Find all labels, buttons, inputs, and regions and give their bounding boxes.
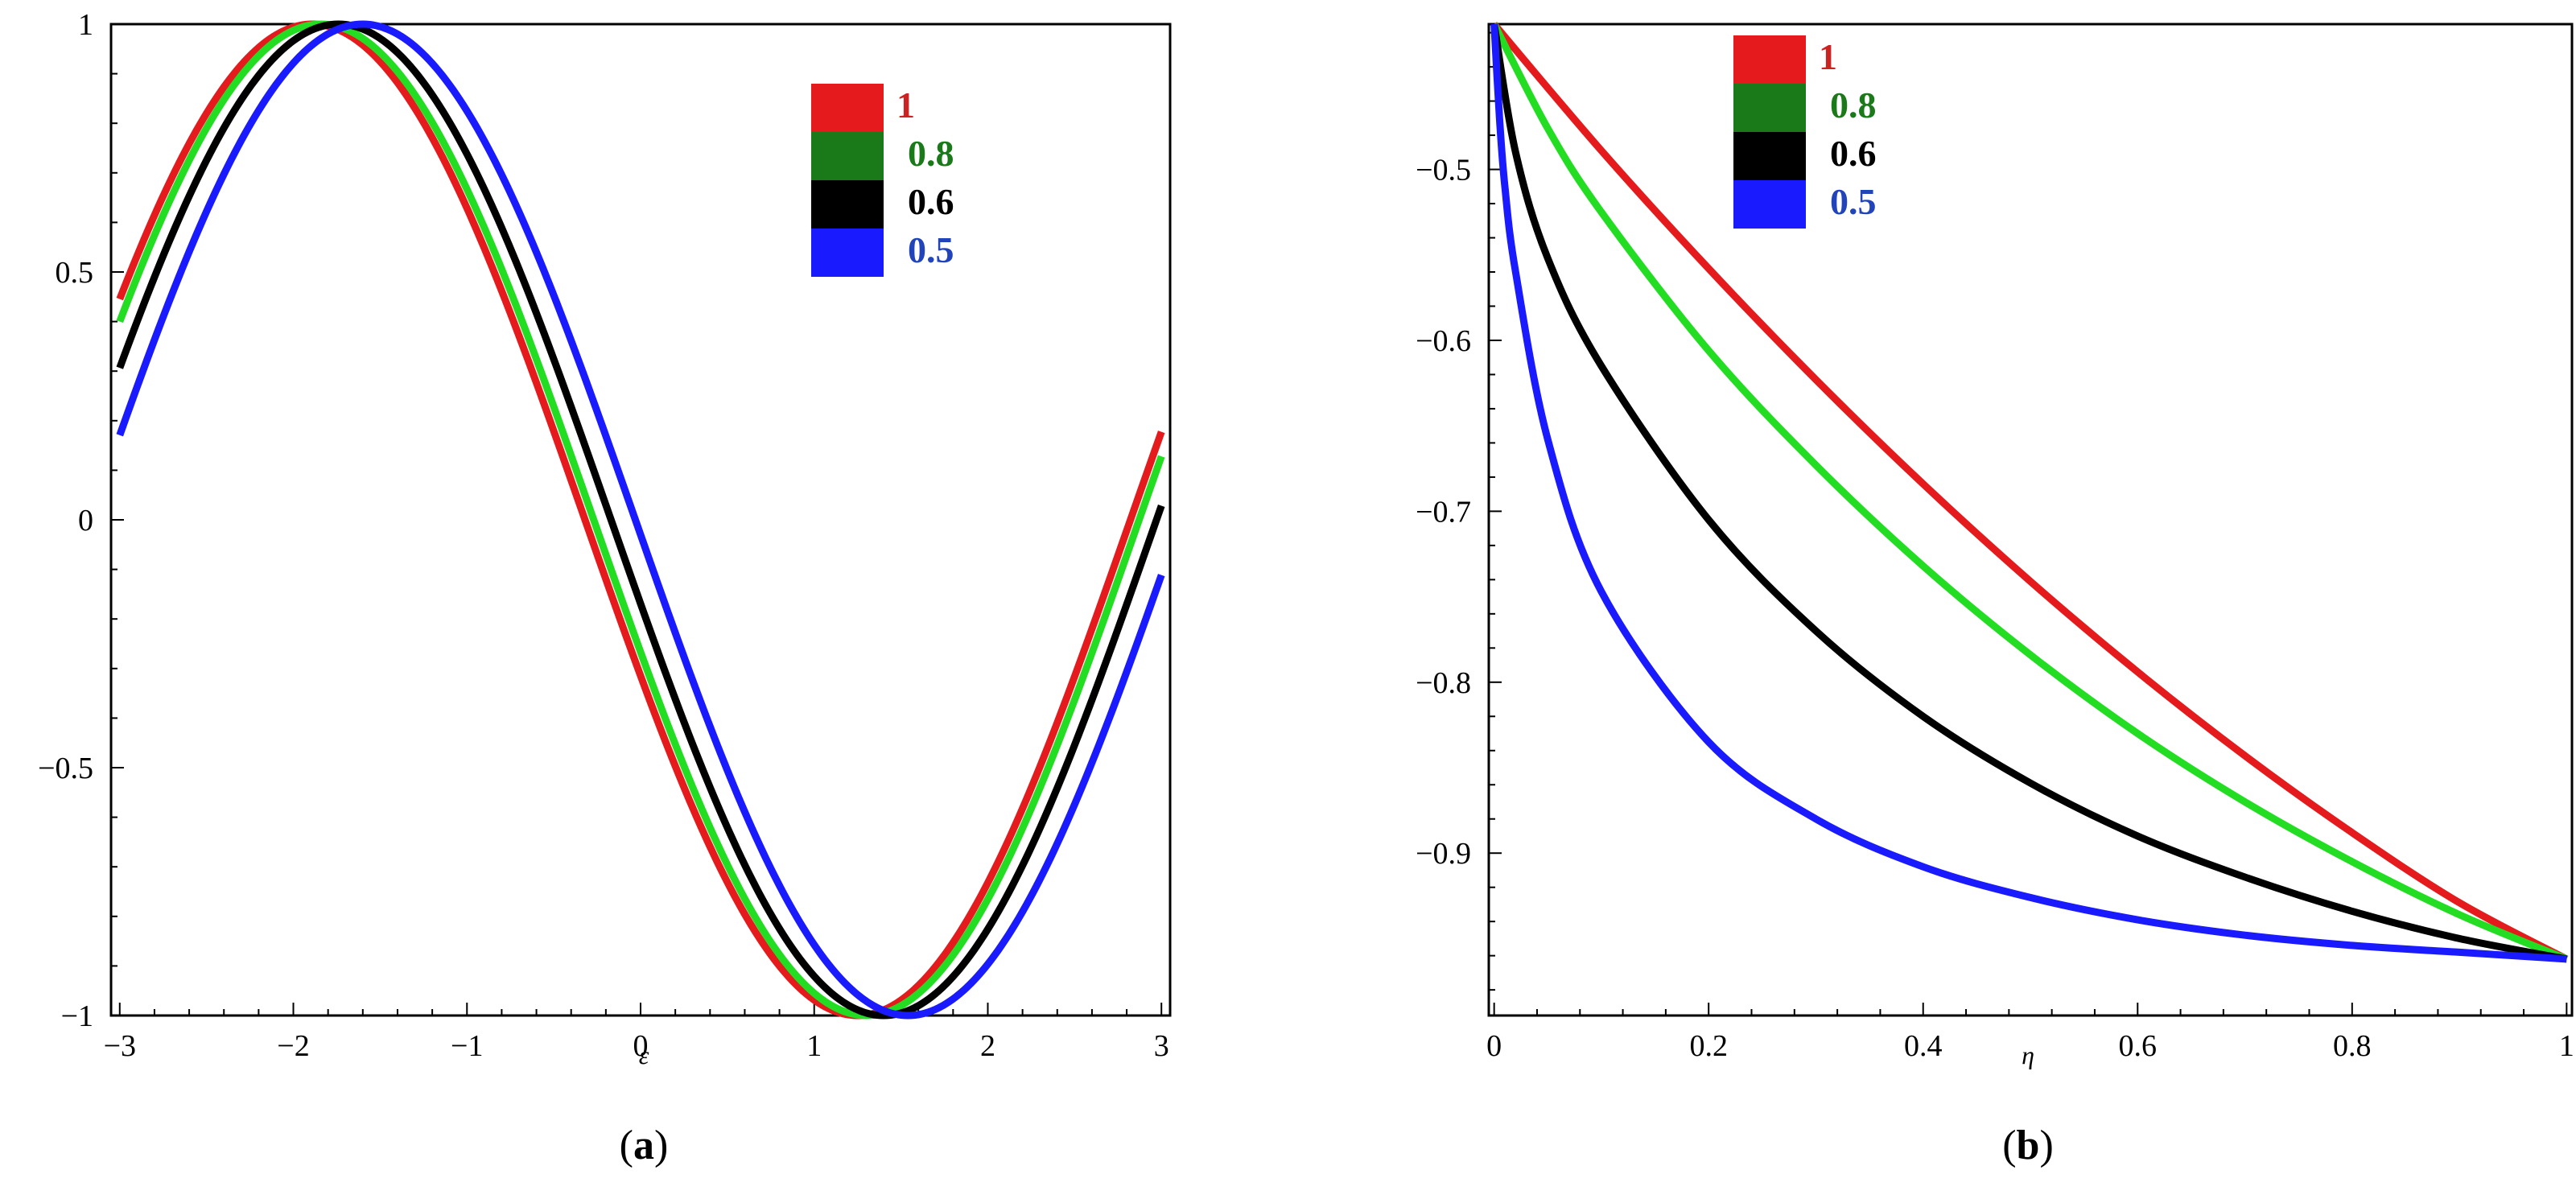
x-tick-label: −1: [451, 1029, 483, 1063]
legend-label-0.5: 0.5: [1830, 181, 1877, 222]
legend-a: 1 0.8 0.6 0.5: [811, 84, 954, 277]
legend-label-0.5: 0.5: [908, 229, 954, 270]
x-tick-label: 2: [980, 1029, 995, 1063]
x-tick-label: 0: [1486, 1029, 1502, 1063]
series-lines-a: [116, 20, 1165, 1020]
series-line-0.8: [1490, 22, 2569, 963]
x-tick-label: 1: [806, 1029, 822, 1063]
legend-swatch-0.6: [1733, 132, 1806, 180]
series-line-0.8: [116, 20, 1165, 1020]
series-line-0.5: [116, 20, 1165, 1020]
series-line-0.6: [1490, 23, 2568, 963]
tick-labels-b: 0 0.2 0.4 0.6 0.8 1 −0.5 −0.6 −0.7 −0.8 −0.9: [1416, 154, 2574, 1063]
x-axis-label-b: η: [2022, 1040, 2034, 1069]
legend-swatch-0.5: [811, 229, 884, 277]
legend-swatch-0.6: [811, 180, 884, 229]
x-tick-label: 0: [633, 1029, 649, 1063]
caption-letter-a: a: [633, 1123, 654, 1168]
tick-labels-a: −3 −2 −1 0 1 2 3 −1 −0.5 0 0.5 1: [38, 8, 1169, 1063]
x-tick-label: 0.6: [2119, 1029, 2158, 1063]
y-tick-label: 0.5: [56, 256, 94, 290]
y-tick-label: −0.5: [38, 752, 93, 785]
x-tick-label: 1: [2559, 1029, 2574, 1063]
y-tick-label: 1: [78, 8, 93, 42]
x-tick-label: 0.2: [1689, 1029, 1728, 1063]
legend-swatch-0.5: [1733, 180, 1806, 229]
x-axis-label-a: ε: [639, 1040, 649, 1069]
plot-frame-b: [1487, 23, 2574, 1017]
x-tick-label: 0.8: [2333, 1029, 2372, 1063]
legend-label-0.6: 0.6: [1830, 133, 1877, 174]
legend-swatch-1: [811, 84, 884, 132]
series-line-1: [1491, 22, 2569, 962]
panel-caption-b: (b): [2002, 1123, 2054, 1168]
x-tick-label: −2: [277, 1029, 309, 1063]
x-tick-label: 3: [1154, 1029, 1169, 1063]
legend-swatch-1: [1733, 35, 1806, 84]
series-lines-b: [1490, 22, 2569, 963]
caption-letter-b: b: [2017, 1123, 2040, 1168]
legend-swatch-0.8: [811, 132, 884, 180]
legend-label-0.8: 0.8: [1830, 84, 1877, 126]
y-tick-label: −0.5: [1416, 154, 1471, 187]
legend-swatch-0.8: [1733, 84, 1806, 132]
y-tick-label: −0.6: [1416, 324, 1471, 358]
chart-panel-a: −3 −2 −1 0 1 2 3 −1 −0.5 0 0.5 1 1 0.8 0.6 0.5 ε (a): [38, 8, 1172, 1168]
legend-b: 1 0.8 0.6 0.5: [1733, 35, 1877, 229]
x-tick-label: 0.4: [1904, 1029, 1943, 1063]
y-tick-label: −0.8: [1416, 666, 1471, 700]
chart-panel-b: 0 0.2 0.4 0.6 0.8 1−0.5−0.6−0.7−0.8−0.9 10.80…: [1416, 22, 2574, 1168]
y-tick-label: 0: [78, 504, 93, 538]
series-line-0.5: [1490, 23, 2567, 963]
axis-ticks-b: [1489, 31, 2568, 1016]
panel-caption-a: (a): [620, 1123, 669, 1168]
y-tick-label: −0.7: [1416, 495, 1471, 529]
legend-label-0.8: 0.8: [908, 133, 954, 174]
series-line-0.6: [116, 20, 1165, 1020]
legend-label-1: 1: [896, 84, 915, 126]
y-tick-label: −1: [61, 999, 93, 1033]
x-tick-label: −3: [104, 1029, 136, 1063]
legend-label-1: 1: [1819, 36, 1837, 77]
y-tick-label: −0.9: [1416, 837, 1471, 871]
legend-label-0.6: 0.6: [908, 181, 954, 222]
